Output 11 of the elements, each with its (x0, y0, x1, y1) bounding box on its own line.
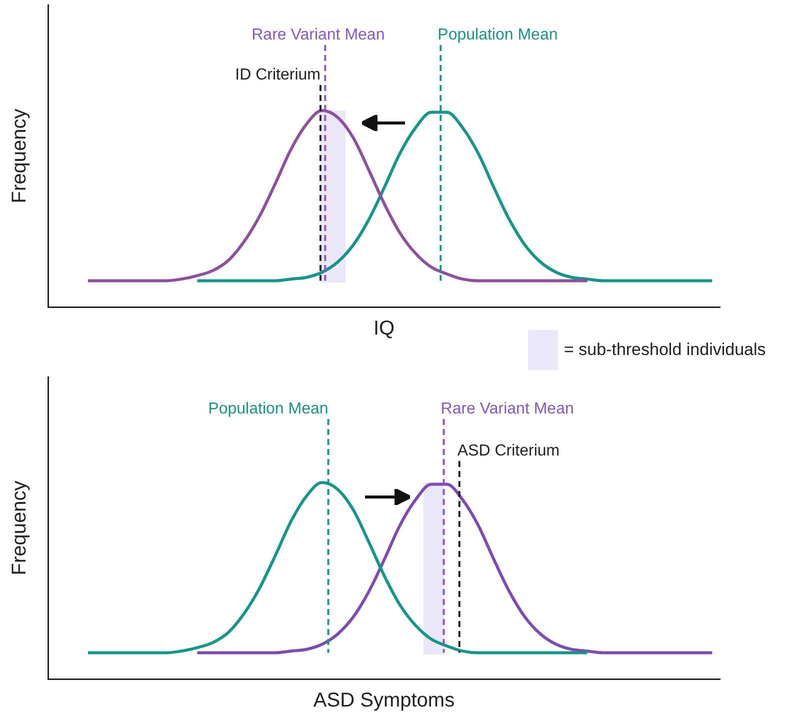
text: ASD Criterium (457, 442, 560, 460)
text: Rare Variant Mean (440, 400, 574, 418)
text: Rare Variant Mean (252, 26, 385, 44)
x-axis-title: ASD Symptoms (313, 690, 455, 712)
y-axis-title: Frequency (8, 480, 31, 576)
text: Population Mean (438, 26, 558, 44)
text: = sub-threshold individuals (564, 340, 766, 360)
x-axis-title: IQ (373, 318, 395, 340)
y-axis-title: Frequency (8, 108, 31, 204)
text: ID Criterium (235, 66, 320, 84)
text: Population Mean (208, 400, 328, 418)
